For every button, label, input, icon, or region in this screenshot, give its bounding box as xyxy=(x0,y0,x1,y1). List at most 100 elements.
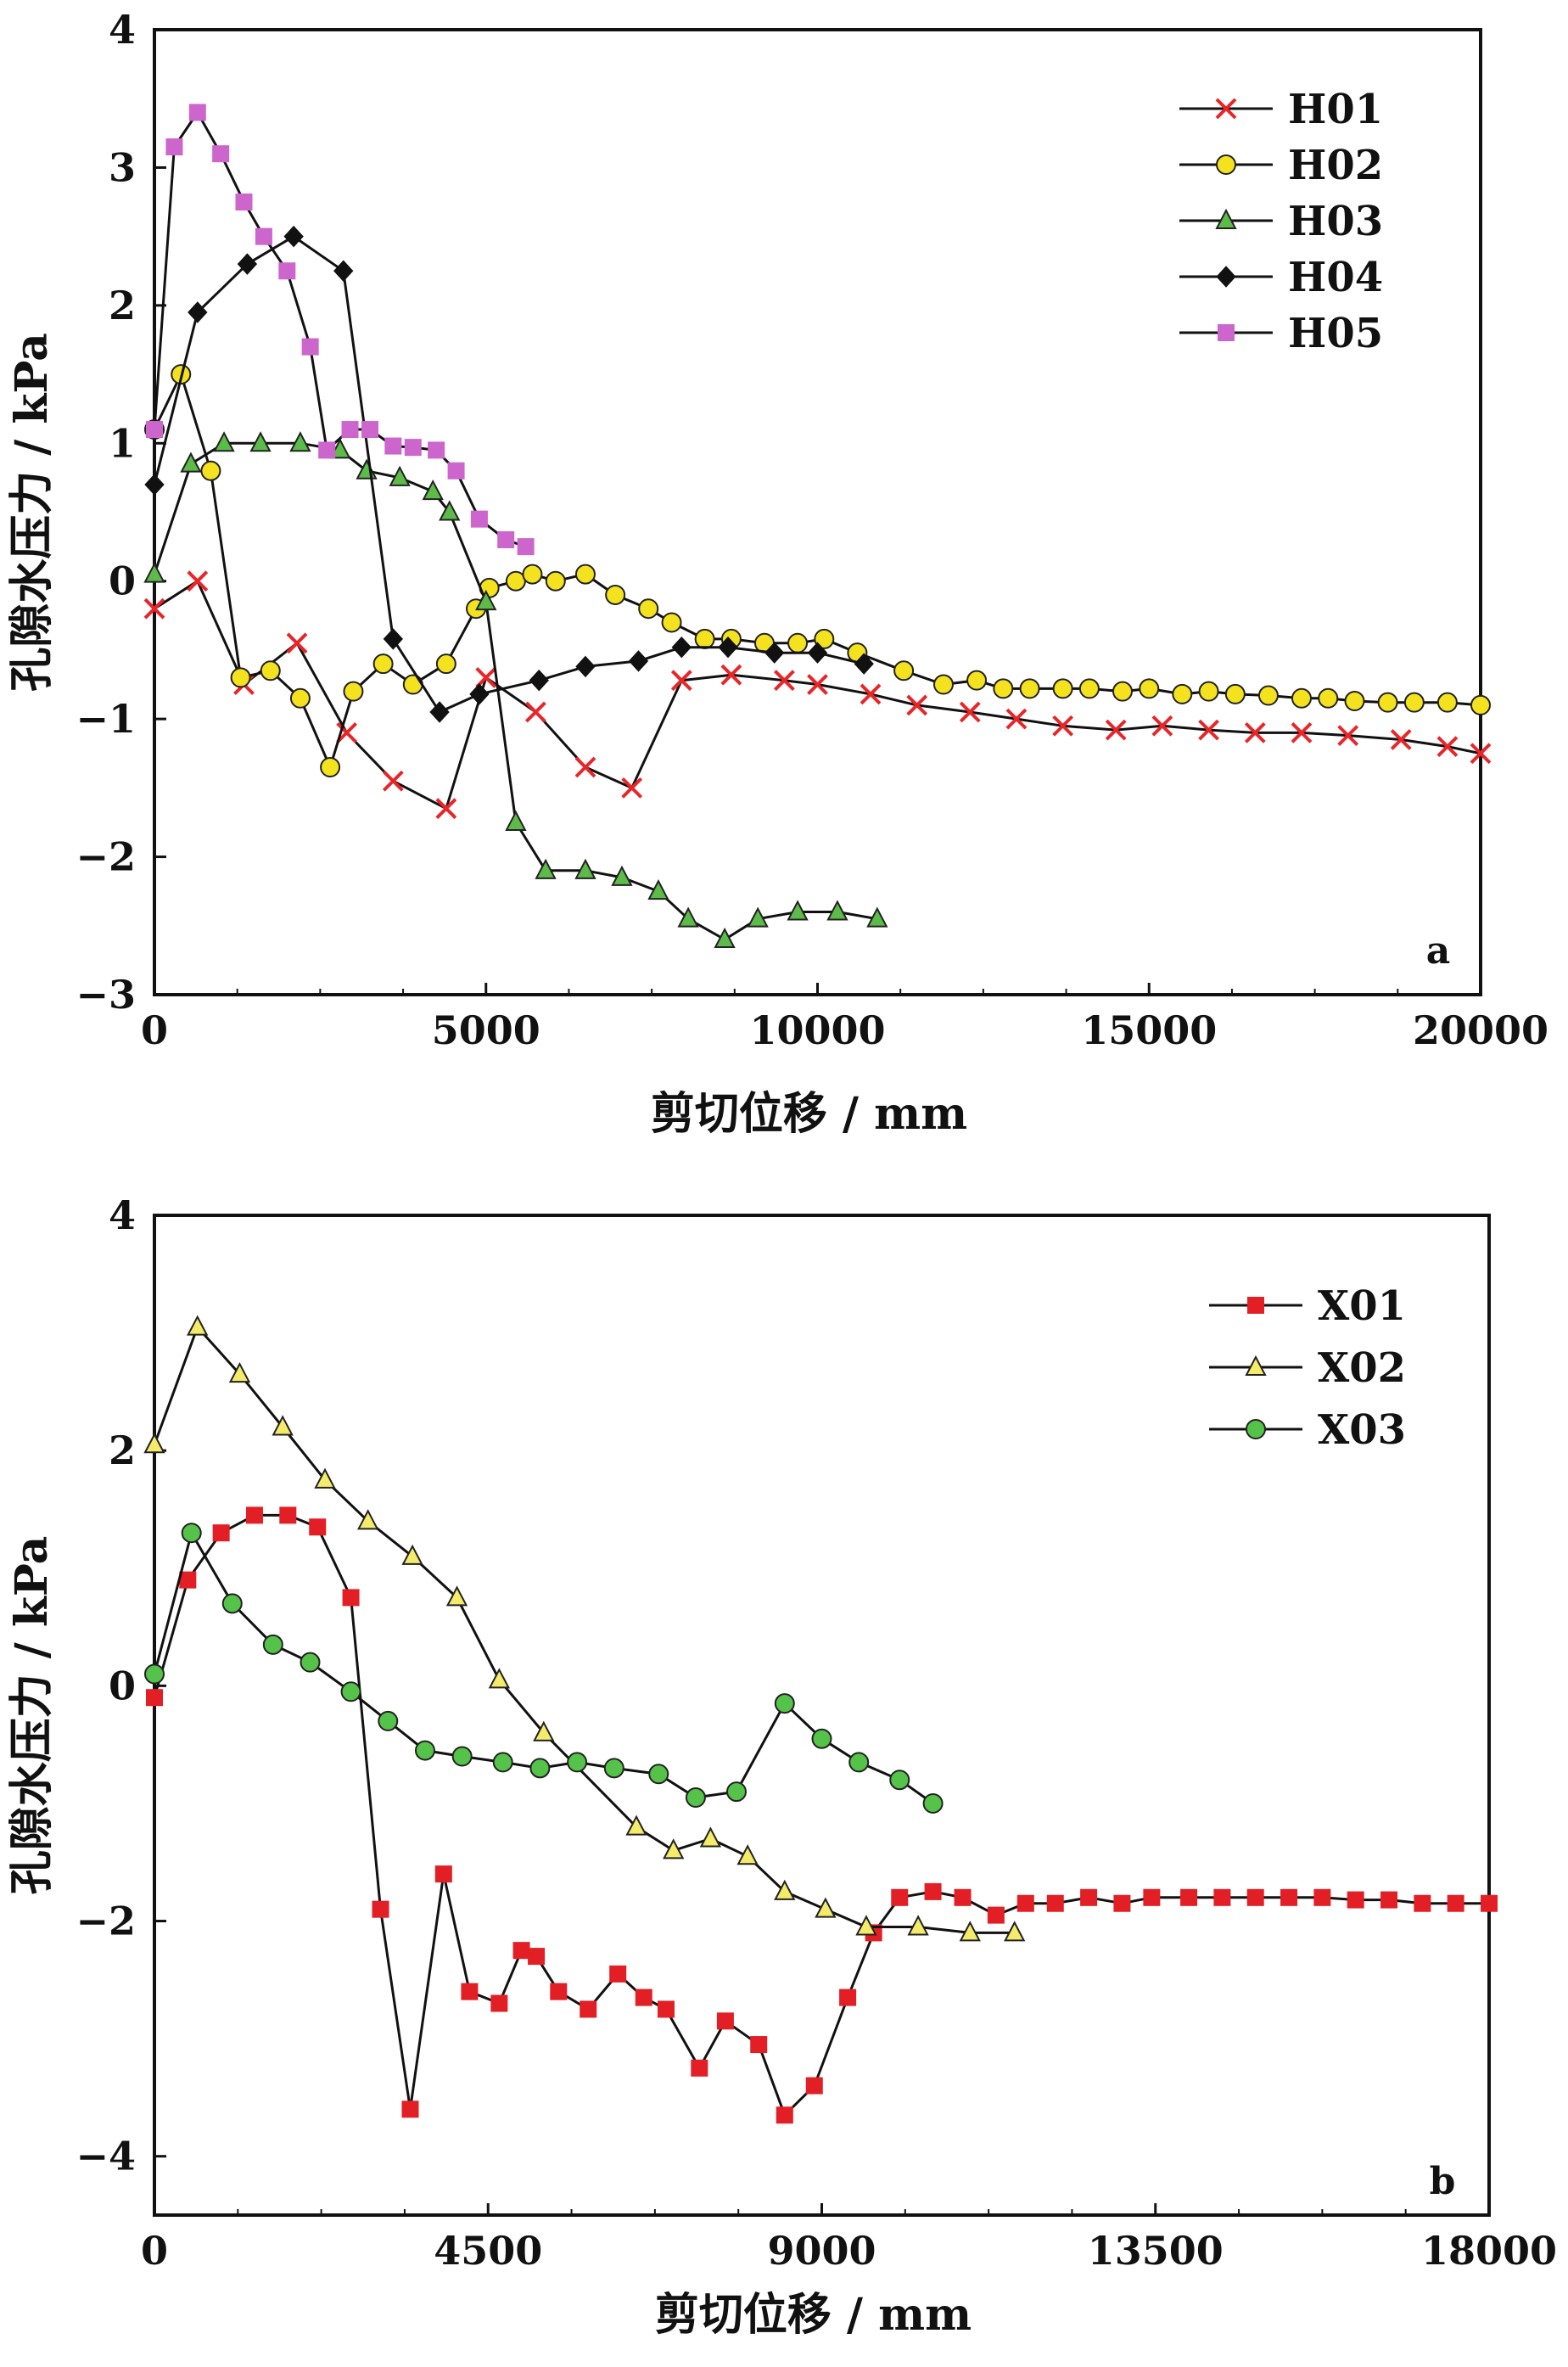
data-point-H02 xyxy=(661,612,682,633)
data-point-H02 xyxy=(1112,681,1133,702)
data-point-X02 xyxy=(143,1433,165,1454)
data-point-H02 xyxy=(605,584,626,605)
data-point-H02 xyxy=(1198,681,1219,702)
data-point-H04 xyxy=(333,260,354,282)
data-point-X02 xyxy=(625,1815,647,1836)
data-point-H02 xyxy=(1470,694,1491,715)
legend-label: H01 xyxy=(1288,86,1383,133)
data-point-H01-b xyxy=(1390,729,1412,750)
data-point-X01 xyxy=(1113,1894,1131,1912)
data-point-H02 xyxy=(522,564,543,585)
data-point-X03 xyxy=(378,1710,399,1731)
data-point-H04 xyxy=(283,225,304,248)
y-tick-label: 0 xyxy=(109,1663,136,1708)
data-point-H05 xyxy=(341,421,359,439)
y-tick-label: −2 xyxy=(76,1899,136,1944)
data-point-X01 xyxy=(750,2036,768,2054)
data-point-X02 xyxy=(959,1921,981,1942)
x-tick-label: 0 xyxy=(141,2228,168,2274)
data-point-H02 xyxy=(435,653,456,675)
series-X01 xyxy=(146,1506,1498,2124)
y-tick-label: 0 xyxy=(109,558,136,604)
data-point-X02 xyxy=(488,1668,511,1689)
legend-entry-X01: X01 xyxy=(1209,1282,1406,1330)
data-point-X02 xyxy=(357,1509,379,1530)
data-point-X02 xyxy=(663,1838,685,1859)
data-point-X02 xyxy=(401,1544,423,1565)
data-point-H02 xyxy=(545,570,566,592)
data-point-X01 xyxy=(1246,1888,1264,1906)
y-tick-label: −4 xyxy=(76,2134,136,2179)
legend-label: H04 xyxy=(1288,254,1383,301)
data-point-H03 xyxy=(677,906,699,928)
data-point-X03 xyxy=(529,1758,551,1779)
legend-marker xyxy=(1216,154,1236,175)
data-point-H02 xyxy=(402,674,423,695)
legend-entry-H02: H02 xyxy=(1179,142,1383,189)
data-point-X01 xyxy=(839,1988,857,2006)
data-point-H01-b xyxy=(1005,708,1028,730)
data-point-X02 xyxy=(314,1467,336,1489)
data-point-H02 xyxy=(787,632,809,653)
data-point-H02 xyxy=(343,681,364,702)
y-tick-label: −3 xyxy=(76,972,136,1018)
legend-marker xyxy=(1247,1297,1264,1314)
legend-entry-H01: H01 xyxy=(1179,86,1383,133)
legend-marker xyxy=(1216,266,1236,288)
data-point-H03 xyxy=(213,431,235,452)
data-point-X01 xyxy=(342,1589,360,1607)
legend-marker-b xyxy=(1215,98,1237,120)
data-point-X01 xyxy=(1447,1894,1464,1912)
data-point-H01-b xyxy=(720,664,742,686)
data-point-X03 xyxy=(811,1728,832,1749)
data-point-H01-b xyxy=(336,721,358,743)
data-point-H01-b xyxy=(286,632,308,654)
data-point-H01-b xyxy=(524,701,546,723)
data-point-H02 xyxy=(289,687,311,709)
data-point-H04 xyxy=(671,636,692,659)
data-point-H02 xyxy=(814,628,835,649)
legend-label: H05 xyxy=(1288,310,1383,357)
legend-label: X02 xyxy=(1318,1344,1406,1392)
data-point-H03 xyxy=(475,589,497,611)
data-point-H02 xyxy=(1257,685,1279,706)
data-point-H02 xyxy=(1291,687,1312,709)
series-line-X02 xyxy=(153,1326,1015,1934)
data-point-H01-b xyxy=(1337,725,1359,747)
data-point-H05 xyxy=(188,104,206,121)
data-point-H01-b xyxy=(187,570,209,592)
legend-entry-H04: H04 xyxy=(1179,254,1383,301)
data-point-X03 xyxy=(144,1663,165,1685)
data-point-H03 xyxy=(574,858,596,879)
data-point-X03 xyxy=(774,1693,795,1714)
data-point-X01 xyxy=(528,1948,546,1966)
data-point-H03 xyxy=(389,465,411,486)
panel-a: 0 5000 10000 15000 20000 −3 −2 −1 0 1 2 3 4 剪切位移 / mm… xyxy=(6,7,1548,1140)
y-tick-label: 1 xyxy=(109,420,136,466)
data-point-X03 xyxy=(648,1764,669,1785)
data-point-X02 xyxy=(187,1315,209,1336)
data-point-H02 xyxy=(1078,678,1100,699)
data-point-H04 xyxy=(529,669,549,692)
data-point-H02 xyxy=(320,756,341,777)
x-tick-label: 20000 xyxy=(1413,1007,1548,1053)
x-tick-label: 13500 xyxy=(1088,2228,1224,2274)
data-point-H01-b xyxy=(1470,743,1492,765)
data-point-X03 xyxy=(300,1652,321,1673)
data-point-X03 xyxy=(567,1752,588,1773)
legend-label: H02 xyxy=(1288,142,1383,189)
data-point-X01 xyxy=(924,1882,942,1900)
data-point-H04 xyxy=(469,683,490,705)
data-point-X01 xyxy=(1313,1888,1331,1906)
legend-label: H03 xyxy=(1288,198,1383,245)
data-point-H02 xyxy=(1436,692,1458,713)
panel-b: 0 4500 9000 13500 18000 −4 −2 0 2 4 剪切位移 / mm 孔隙水压力… xyxy=(6,1192,1557,2341)
data-point-X01 xyxy=(179,1571,197,1589)
data-point-H01-b xyxy=(1052,715,1074,737)
x-tick-label: 0 xyxy=(141,1007,168,1053)
data-point-H03 xyxy=(143,562,165,583)
data-point-X01 xyxy=(245,1506,263,1524)
data-point-H05 xyxy=(301,338,319,356)
data-point-H04 xyxy=(575,655,596,678)
data-point-H04 xyxy=(718,636,738,659)
